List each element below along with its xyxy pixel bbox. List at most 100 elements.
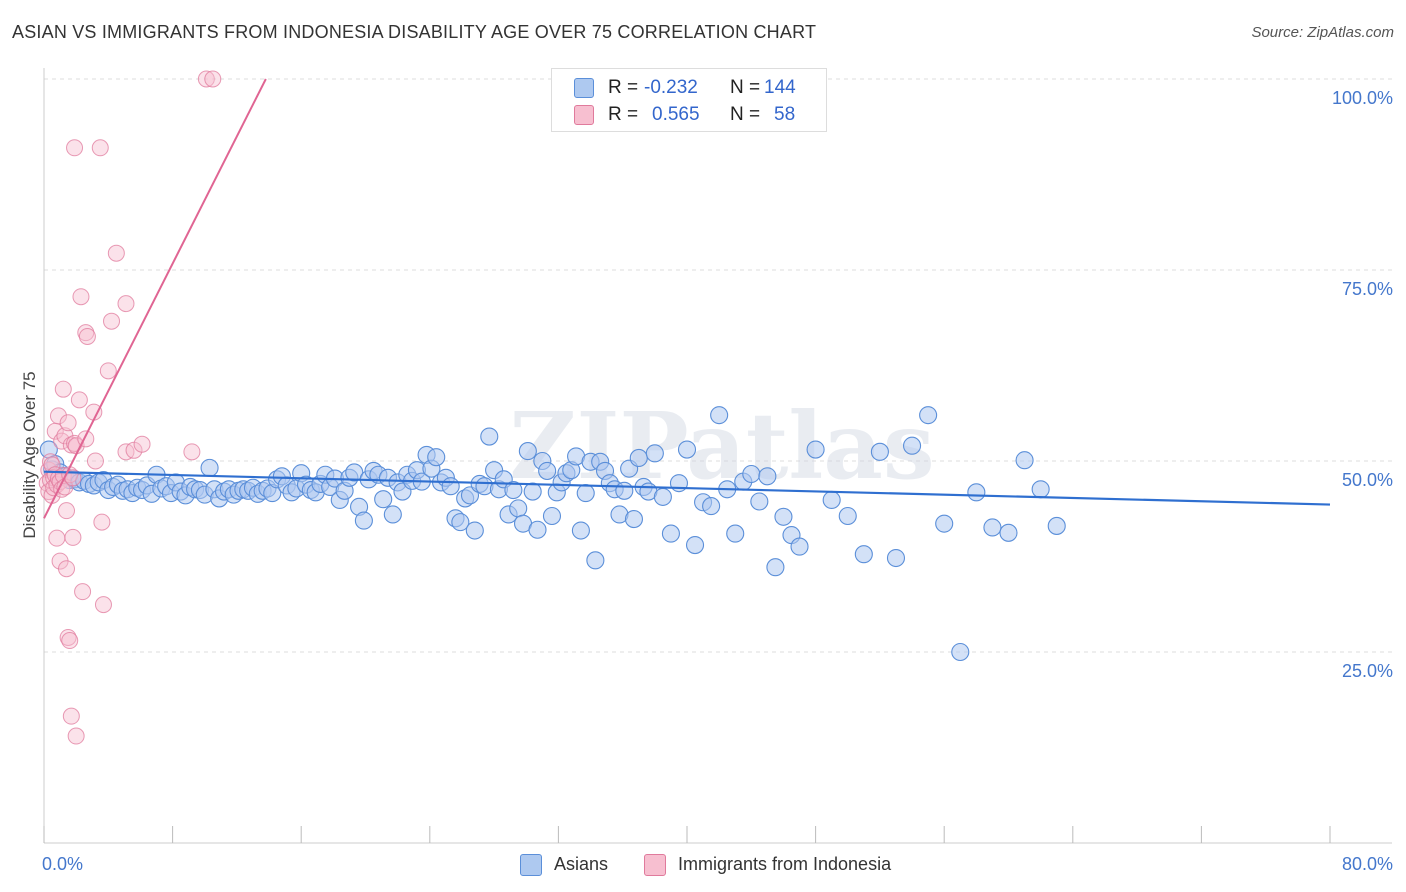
data-point-asians <box>702 497 721 516</box>
data-point-indonesia <box>117 295 135 313</box>
trend-line-asians <box>43 470 1331 506</box>
source-label: Source: ZipAtlas.com <box>1251 24 1394 41</box>
data-point-indonesia <box>70 391 88 409</box>
data-point-asians <box>615 481 634 500</box>
chart-title: ASIAN VS IMMIGRANTS FROM INDONESIA DISAB… <box>12 22 817 42</box>
data-point-indonesia <box>59 628 77 646</box>
data-point-asians <box>870 442 889 461</box>
data-point-indonesia <box>66 139 84 157</box>
data-point-asians <box>677 440 697 459</box>
data-point-asians <box>345 463 364 482</box>
x-tick-label: 0.0% <box>42 854 83 874</box>
data-point-indonesia <box>49 407 67 425</box>
data-point-asians <box>586 551 605 570</box>
data-point-indonesia <box>107 244 125 262</box>
data-point-asians <box>200 458 219 477</box>
data-point-asians <box>710 406 729 425</box>
data-point-indonesia <box>94 596 112 614</box>
data-point-indonesia <box>58 502 76 520</box>
legend-swatch-asians <box>574 78 594 98</box>
data-point-asians <box>1015 451 1034 470</box>
legend-r-label: R = <box>608 104 639 125</box>
data-point-indonesia <box>54 380 72 398</box>
data-point-indonesia <box>99 362 117 380</box>
y-tick-label: 50.0% <box>1342 470 1393 490</box>
data-point-asians <box>528 520 547 539</box>
data-point-asians <box>523 482 542 501</box>
data-point-asians <box>451 513 470 532</box>
x-tick-label: 80.0% <box>1342 854 1393 874</box>
data-point-asians <box>774 507 793 526</box>
data-point-indonesia <box>64 528 82 546</box>
data-point-asians <box>999 523 1018 542</box>
data-point-asians <box>518 442 537 461</box>
data-point-asians <box>806 440 825 459</box>
data-point-asians <box>576 484 595 503</box>
data-point-asians <box>758 467 777 486</box>
data-point-asians <box>383 505 402 524</box>
data-point-asians <box>838 506 857 526</box>
y-tick-label: 100.0% <box>1332 88 1393 108</box>
data-point-asians <box>967 483 986 502</box>
y-tick-label: 75.0% <box>1342 279 1393 299</box>
trend-line-indonesia <box>43 78 267 519</box>
bottom-legend-label-indonesia: Immigrants from Indonesia <box>678 854 892 874</box>
data-point-asians <box>661 524 680 543</box>
legend-n-value: 144 <box>764 77 796 98</box>
data-point-asians <box>822 490 841 510</box>
data-point-asians <box>629 448 648 467</box>
legend-box: R = -0.232 N = 144 R = 0.565 N = 58 <box>551 68 827 132</box>
data-point-asians <box>750 492 769 511</box>
data-point-asians <box>354 511 373 530</box>
y-tick-labels: 25.0% 50.0% 75.0% 100.0% <box>1332 88 1393 681</box>
data-point-indonesia <box>72 288 90 306</box>
data-point-indonesia <box>91 139 109 157</box>
data-point-asians <box>685 535 705 555</box>
data-point-asians <box>624 510 644 529</box>
data-point-indonesia <box>61 632 79 650</box>
bottom-legend-swatch-asians <box>520 854 542 876</box>
bottom-legend-swatch-indonesia <box>644 854 666 876</box>
data-point-asians <box>1047 516 1066 535</box>
legend-r-label: R = <box>608 77 639 98</box>
data-point-asians <box>726 524 745 543</box>
data-point-indonesia <box>204 70 222 88</box>
data-point-indonesia <box>78 327 96 345</box>
data-point-asians <box>504 480 523 500</box>
data-point-indonesia <box>197 70 215 88</box>
data-point-indonesia <box>183 443 201 461</box>
data-point-asians <box>509 499 528 518</box>
data-point-asians <box>766 558 785 577</box>
data-point-asians <box>854 545 873 564</box>
data-point-indonesia <box>58 560 76 578</box>
data-point-asians <box>427 448 446 467</box>
data-point-asians <box>645 444 664 463</box>
legend-n-label: N = <box>730 77 761 98</box>
data-point-asians <box>951 642 970 662</box>
data-point-asians <box>886 548 906 568</box>
data-point-asians <box>653 487 672 506</box>
data-point-asians <box>441 477 460 496</box>
data-point-asians <box>902 436 922 455</box>
data-point-asians <box>919 406 938 425</box>
data-point-asians <box>571 521 590 540</box>
x-tick-labels: 0.0% 80.0% <box>42 854 1393 874</box>
data-point-asians <box>935 514 954 533</box>
data-point-asians <box>480 427 499 446</box>
data-point-indonesia <box>93 513 111 531</box>
data-point-indonesia <box>62 707 80 725</box>
data-point-indonesia <box>133 435 151 453</box>
data-point-asians <box>374 490 393 509</box>
data-point-indonesia <box>67 727 85 745</box>
series-indonesia <box>38 70 222 745</box>
data-point-indonesia <box>48 529 66 547</box>
legend-swatch-indonesia <box>574 105 594 125</box>
data-point-asians <box>983 518 1002 537</box>
legend-r-value: 0.565 <box>652 104 700 125</box>
data-point-asians <box>1031 480 1050 499</box>
bottom-legend-label-asians: Asians <box>554 854 609 874</box>
data-point-indonesia <box>74 583 92 601</box>
y-tick-label: 25.0% <box>1342 661 1393 681</box>
legend-n-value: 58 <box>774 104 796 125</box>
